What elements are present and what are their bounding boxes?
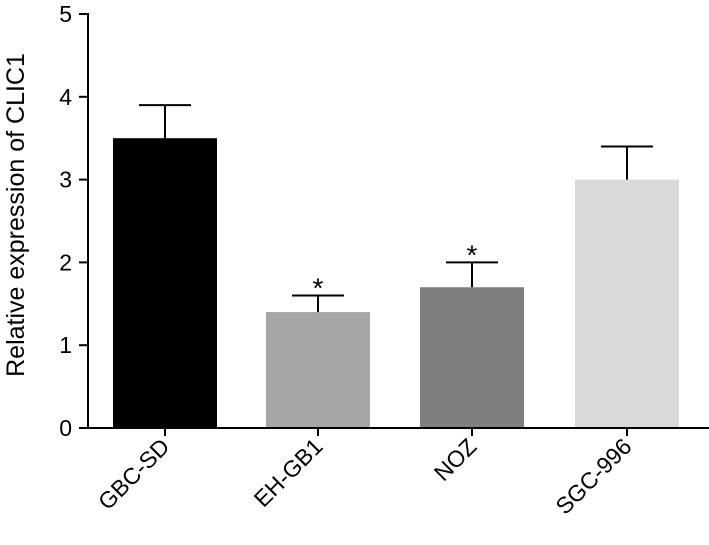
bar-noz	[420, 287, 524, 428]
significance-marker-noz: *	[467, 239, 478, 270]
significance-layer: **	[313, 239, 478, 303]
bars-layer	[113, 138, 679, 428]
significance-marker-eh-gb1: *	[313, 273, 324, 304]
bar-eh-gb1	[266, 312, 370, 428]
x-tick-label-noz: NOZ	[429, 433, 482, 486]
y-tick-label-1: 1	[59, 332, 72, 358]
bar-sgc-996	[575, 179, 679, 428]
x-tick-label-gbc-sd: GBC-SD	[93, 433, 175, 515]
y-tick-label-4: 4	[59, 84, 72, 110]
x-tick-label-eh-gb1: EH-GB1	[249, 433, 328, 512]
y-axis-title: Relative expression of CLIC1	[2, 53, 30, 377]
y-tick-label-5: 5	[59, 1, 72, 27]
y-tick-label-2: 2	[59, 249, 72, 275]
x-tick-label-sgc-996: SGC-996	[550, 433, 636, 519]
bar-gbc-sd	[113, 138, 217, 428]
y-tick-label-3: 3	[59, 167, 72, 193]
axes-layer	[87, 13, 709, 429]
y-ticks-layer: 0 1 2 3 4 5	[59, 1, 88, 441]
x-ticks-layer: GBC-SD EH-GB1 NOZ SGC-996	[93, 428, 637, 519]
y-tick-label-0: 0	[59, 415, 72, 441]
error-bars-layer	[139, 104, 653, 313]
